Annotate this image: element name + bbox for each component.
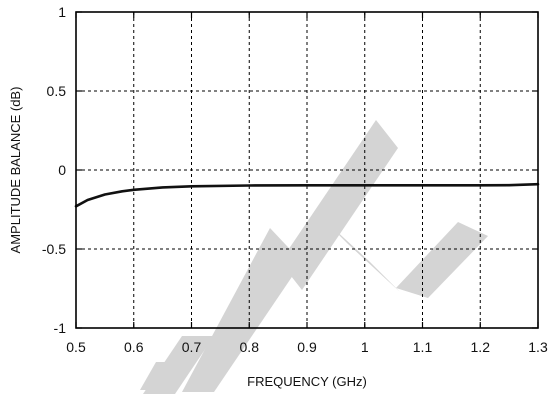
y-axis-title: AMPLITUDE BALANCE (dB) (8, 87, 23, 254)
series-layer (74, 182, 540, 208)
x-tick-label: 0.5 (66, 339, 86, 355)
x-tick-label: 1 (361, 339, 369, 355)
watermark-stroke (318, 214, 400, 292)
y-tick-label: 1 (58, 4, 66, 20)
watermark-stroke (182, 228, 302, 392)
x-tick-label: 1.1 (413, 339, 433, 355)
y-tick-label: -0.5 (42, 241, 66, 257)
x-tick-label: 0.7 (182, 339, 202, 355)
tick-labels: 0.5 0.6 0.7 0.8 0.9 1 1.1 1.2 1.3 1 0.5 0 -0.5 -1 (42, 4, 548, 355)
watermark (140, 120, 488, 394)
x-tick-label: 1.2 (471, 339, 491, 355)
x-tick-label: 0.6 (124, 339, 144, 355)
ticks (75, 11, 539, 329)
x-axis-title: FREQUENCY (GHz) (247, 374, 367, 389)
grid (76, 12, 538, 328)
series-line (74, 182, 540, 208)
x-tick-label: 1.3 (528, 339, 548, 355)
y-tick-label: -1 (54, 320, 67, 336)
x-tick-label: 0.9 (297, 339, 317, 355)
y-tick-label: 0.5 (47, 83, 67, 99)
watermark-stroke (396, 222, 488, 298)
x-tick-label: 0.8 (240, 339, 260, 355)
y-tick-label: 0 (58, 162, 66, 178)
watermark-stroke (140, 362, 188, 390)
watermark-stroke (280, 120, 398, 290)
